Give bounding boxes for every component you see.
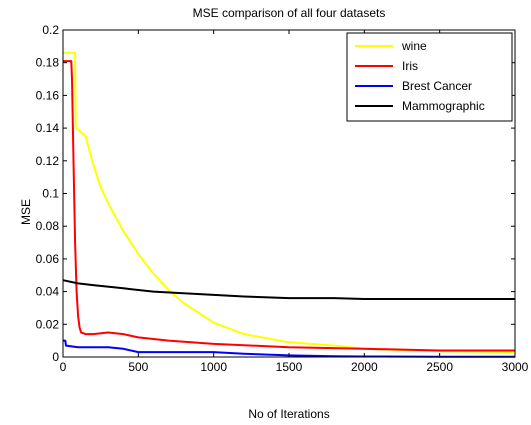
y-axis-label: MSE [19, 199, 33, 225]
legend-label: Brest Cancer [402, 79, 472, 93]
x-tick-label: 500 [128, 360, 148, 374]
legend-label: Iris [402, 59, 418, 73]
series-line-mammographic [62, 279, 515, 300]
chart-title: MSE comparison of all four datasets [193, 6, 386, 20]
y-tick-label: 0.1 [42, 187, 59, 201]
series-line-wine [63, 51, 516, 354]
y-tick-label: 0.16 [36, 88, 60, 102]
y-tick-label: 0.2 [42, 23, 59, 37]
legend-label: wine [401, 39, 427, 53]
series-line-brest-cancer [63, 339, 515, 358]
y-tick-label: 0.08 [36, 219, 60, 233]
y-tick-label: 0.18 [36, 56, 60, 70]
legend: wine Iris Brest Cancer Mammographic [346, 32, 513, 122]
y-tick-label: 0.06 [36, 252, 60, 266]
y-tick-label: 0 [52, 350, 59, 364]
x-axis-label: No of Iterations [248, 407, 329, 421]
ticks-layer: 0 500 1000 1500 2000 2500 3000 0 0.02 0.04 0.06 0.0… [36, 23, 529, 374]
x-tick-label: 2500 [426, 360, 453, 374]
series-layer [62, 51, 516, 358]
legend-label: Mammographic [402, 99, 485, 113]
x-tick-label: 1000 [200, 360, 227, 374]
y-tick-label: 0.14 [36, 121, 60, 135]
x-tick-label: 1500 [276, 360, 303, 374]
x-tick-label: 3000 [502, 360, 529, 374]
y-tick-label: 0.12 [36, 154, 60, 168]
series-line-iris [63, 60, 515, 352]
x-tick-label: 2000 [351, 360, 378, 374]
y-tick-label: 0.02 [36, 317, 60, 331]
x-tick-label: 0 [60, 360, 67, 374]
y-tick-label: 0.04 [36, 285, 60, 299]
